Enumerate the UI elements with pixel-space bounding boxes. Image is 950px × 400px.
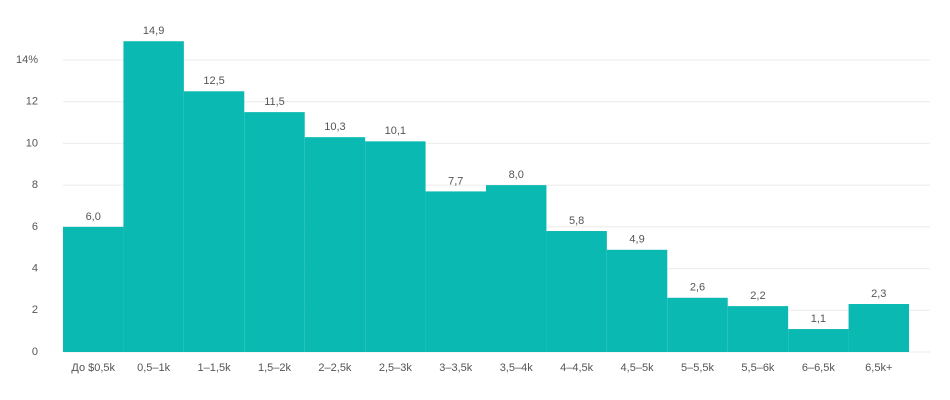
y-tick-label: 0 (32, 346, 38, 358)
bar (848, 304, 909, 352)
y-tick-label: 2 (32, 304, 38, 316)
bar (183, 91, 245, 353)
x-tick-label: 6–6,5k (802, 362, 836, 374)
bar (365, 141, 426, 352)
bar (788, 329, 849, 352)
value-label: 1,1 (811, 313, 826, 325)
bar (425, 191, 486, 352)
y-tick-label: 4 (32, 262, 38, 274)
value-label: 2,3 (871, 288, 886, 300)
x-tick-label: 3,5–4k (500, 362, 534, 374)
x-tick-label: 5,5–6k (741, 362, 775, 374)
x-tick-label: 5–5,5k (681, 362, 715, 374)
value-label: 6,0 (86, 211, 101, 223)
x-tick-label: 3–3,5k (439, 362, 473, 374)
value-label: 2,2 (750, 290, 765, 302)
bar (606, 249, 668, 352)
value-label: 2,6 (690, 282, 705, 294)
bar (63, 226, 124, 352)
bar (667, 297, 728, 352)
bar (304, 137, 366, 352)
value-label: 8,0 (509, 169, 524, 181)
value-label: 11,5 (264, 96, 285, 108)
value-label: 5,8 (569, 215, 584, 227)
bar (546, 231, 607, 352)
value-label: 10,3 (324, 121, 345, 133)
x-tick-label: 2,5–3k (379, 362, 413, 374)
x-tick-label: 2–2,5k (318, 362, 352, 374)
y-tick-label: 6 (32, 221, 38, 233)
value-label: 4,9 (629, 234, 644, 246)
bar (486, 185, 547, 352)
x-tick-label: 1,5–2k (258, 362, 292, 374)
x-tick-label: 0,5–1k (137, 362, 171, 374)
y-tick-label: 10 (26, 137, 38, 149)
bar (727, 306, 789, 352)
x-tick-label: 4–4,5k (560, 362, 594, 374)
value-label: 10,1 (385, 125, 406, 137)
x-tick-label: 6,5k+ (865, 362, 892, 374)
bar (123, 41, 184, 352)
x-tick-label: 1–1,5k (198, 362, 232, 374)
bar (244, 112, 305, 353)
x-tick-label: 4,5–5k (621, 362, 655, 374)
x-tick-label: До $0,5k (71, 362, 115, 374)
value-label: 12,5 (203, 75, 224, 87)
y-tick-label: 12 (26, 96, 38, 108)
y-tick-label: 8 (32, 179, 38, 191)
value-label: 14,9 (143, 25, 164, 37)
y-tick-label: 14% (16, 54, 38, 66)
value-label: 7,7 (448, 175, 463, 187)
